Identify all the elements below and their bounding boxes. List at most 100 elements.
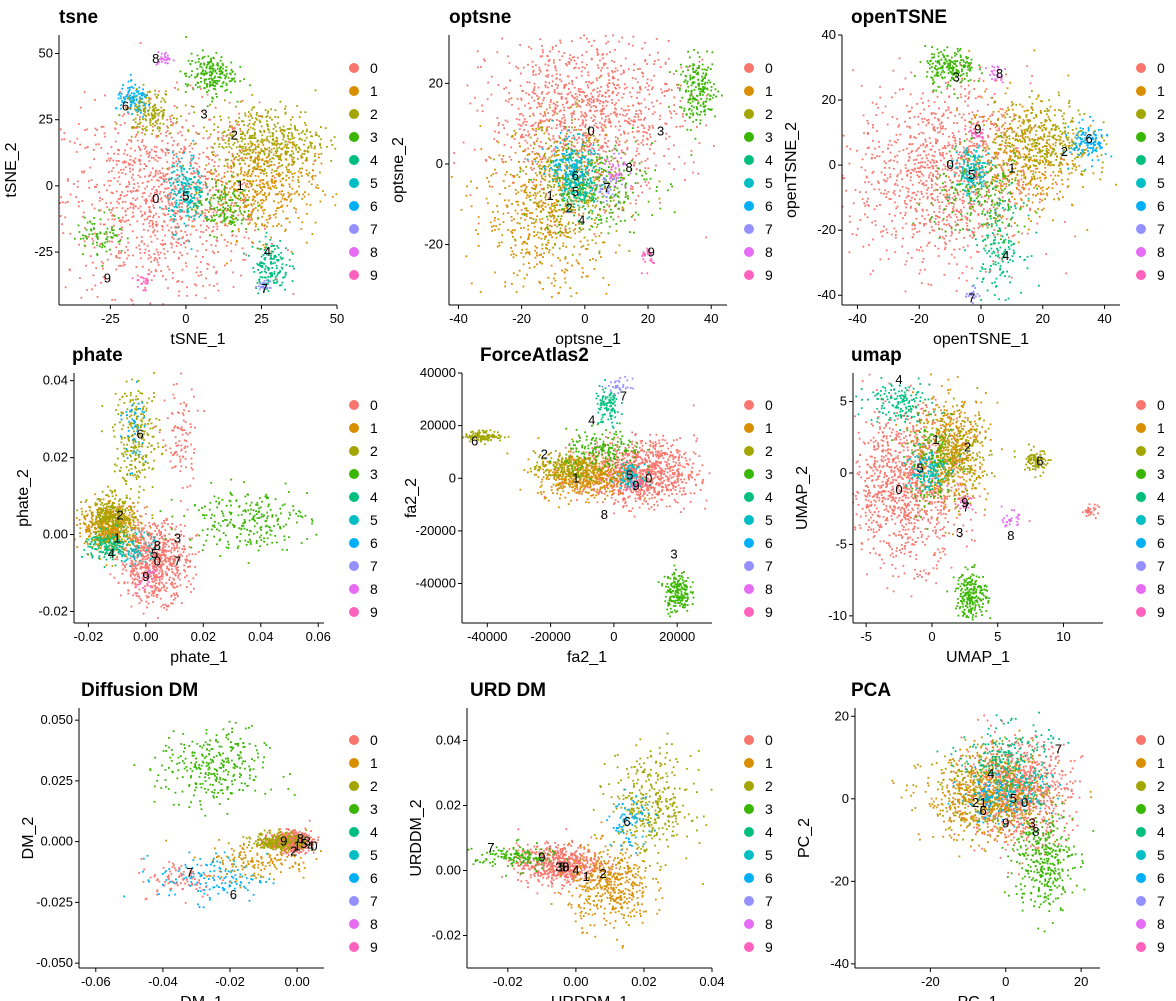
- scatter-point: [599, 154, 601, 156]
- scatter-point: [104, 246, 106, 248]
- scatter-point: [526, 213, 528, 215]
- scatter-point: [697, 173, 699, 175]
- scatter-point: [181, 167, 183, 169]
- scatter-point: [165, 90, 167, 92]
- scatter-point: [331, 144, 333, 146]
- scatter-point: [232, 272, 234, 274]
- scatter-point: [92, 243, 94, 245]
- scatter-point: [155, 107, 157, 109]
- scatter-point: [637, 92, 639, 94]
- scatter-point: [180, 131, 182, 133]
- scatter-point: [259, 272, 261, 274]
- scatter-point: [571, 113, 573, 115]
- scatter-point: [137, 108, 139, 110]
- scatter-point: [497, 211, 499, 213]
- scatter-point: [540, 200, 542, 202]
- scatter-point: [121, 172, 123, 174]
- scatter-point: [135, 190, 137, 192]
- scatter-point: [117, 149, 119, 151]
- scatter-point: [171, 236, 173, 238]
- scatter-point: [87, 222, 89, 224]
- scatter-point: [224, 265, 226, 267]
- scatter-point: [274, 271, 276, 273]
- scatter-point: [163, 180, 165, 182]
- scatter-point: [579, 91, 581, 93]
- scatter-point: [285, 274, 287, 276]
- scatter-point: [553, 221, 555, 223]
- scatter-point: [132, 255, 134, 257]
- scatter-point: [193, 176, 195, 178]
- scatter-point: [294, 172, 296, 174]
- scatter-point: [229, 206, 231, 208]
- scatter-point: [171, 247, 173, 249]
- scatter-point: [261, 134, 263, 136]
- scatter-point: [259, 241, 261, 243]
- scatter-point: [113, 225, 115, 227]
- scatter-point: [544, 156, 546, 158]
- scatter-point: [279, 157, 281, 159]
- scatter-point: [67, 180, 69, 182]
- scatter-point: [528, 233, 530, 235]
- scatter-point: [159, 130, 161, 132]
- scatter-point: [185, 120, 187, 122]
- scatter-point: [209, 119, 211, 121]
- scatter-point: [152, 123, 154, 125]
- scatter-point: [626, 140, 628, 142]
- scatter-point: [315, 132, 317, 134]
- scatter-point: [522, 170, 524, 172]
- scatter-point: [145, 198, 147, 200]
- scatter-point: [311, 183, 313, 185]
- scatter-point: [243, 202, 245, 204]
- scatter-point: [550, 145, 552, 147]
- scatter-point: [542, 146, 544, 148]
- scatter-point: [594, 110, 596, 112]
- scatter-point: [289, 259, 291, 261]
- scatter-point: [538, 122, 540, 124]
- scatter-point: [202, 57, 204, 59]
- scatter-point: [276, 282, 278, 284]
- scatter-point: [209, 136, 211, 138]
- scatter-point: [533, 235, 535, 237]
- scatter-point: [236, 146, 238, 148]
- scatter-point: [308, 181, 310, 183]
- scatter-point: [610, 121, 612, 123]
- scatter-point: [146, 278, 148, 280]
- scatter-point: [109, 160, 111, 162]
- scatter-point: [148, 222, 150, 224]
- scatter-point: [111, 215, 113, 217]
- scatter-point: [262, 142, 264, 144]
- scatter-point: [81, 297, 83, 299]
- scatter-point: [496, 51, 498, 53]
- scatter-point: [129, 94, 131, 96]
- scatter-point: [61, 139, 63, 141]
- scatter-point: [310, 145, 312, 147]
- scatter-point: [111, 170, 113, 172]
- scatter-point: [262, 158, 264, 160]
- scatter-point: [217, 179, 219, 181]
- scatter-point: [588, 149, 590, 151]
- scatter-point: [235, 235, 237, 237]
- scatter-point: [85, 236, 87, 238]
- scatter-point: [515, 152, 517, 154]
- scatter-point: [158, 186, 160, 188]
- scatter-point: [287, 171, 289, 173]
- scatter-point: [219, 143, 221, 145]
- scatter-point: [216, 228, 218, 230]
- scatter-point: [141, 196, 143, 198]
- scatter-point: [253, 196, 255, 198]
- scatter-point: [548, 234, 550, 236]
- scatter-point: [603, 113, 605, 115]
- scatter-point: [211, 152, 213, 154]
- scatter-point: [528, 46, 530, 48]
- scatter-point: [330, 160, 332, 162]
- scatter-point: [149, 195, 151, 197]
- scatter-point: [527, 225, 529, 227]
- scatter-point: [196, 267, 198, 269]
- scatter-point: [236, 240, 238, 242]
- scatter-point: [159, 170, 161, 172]
- legend-label: 9: [370, 267, 378, 283]
- scatter-point: [625, 58, 627, 60]
- scatter-point: [578, 150, 580, 152]
- scatter-point: [148, 156, 150, 158]
- scatter-point: [278, 207, 280, 209]
